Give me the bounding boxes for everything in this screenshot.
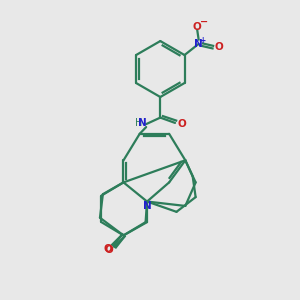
Text: O: O (103, 244, 112, 254)
Text: O: O (193, 22, 202, 32)
Text: O: O (214, 42, 223, 52)
Text: O: O (177, 119, 186, 129)
Text: N: N (138, 118, 147, 128)
Text: H: H (134, 118, 142, 128)
Text: −: − (200, 17, 208, 27)
Text: +: + (200, 35, 206, 44)
Text: N: N (143, 201, 152, 211)
Text: O: O (104, 244, 113, 254)
Text: N: N (194, 39, 203, 49)
